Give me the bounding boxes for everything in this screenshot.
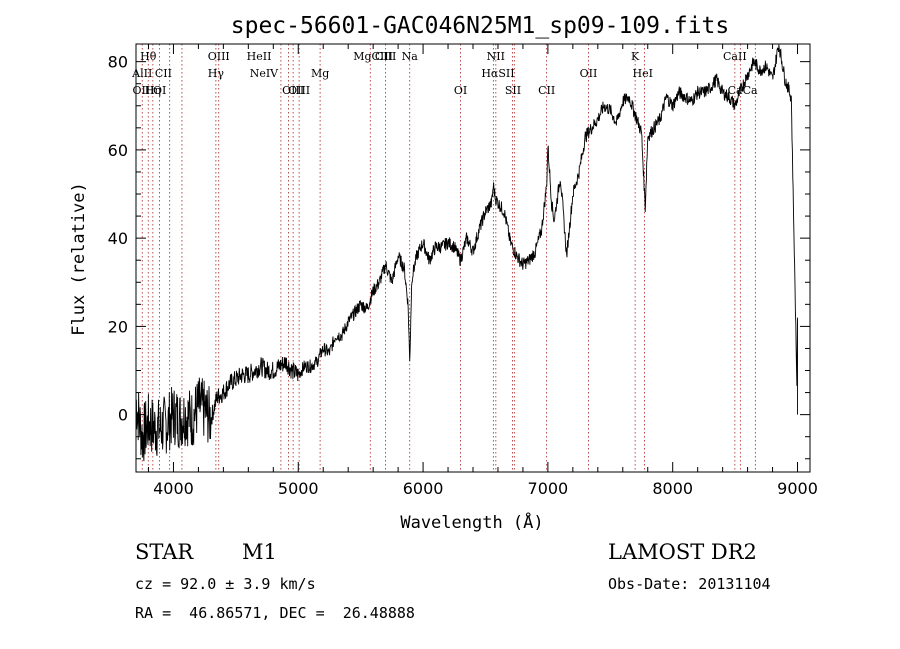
y-tick-label-4: 80 (108, 53, 128, 72)
spectral-line-label-19: SII (505, 84, 521, 97)
x-tick-label-1: 5000 (278, 479, 319, 498)
spectral-line-label-11: OIII (288, 84, 310, 97)
spectral-line-label-9: NeIV (250, 67, 279, 80)
spectral-line-label-1: AlII (131, 67, 152, 80)
y-axis-label: Flux (relative) (69, 182, 89, 336)
coordinates: RA = 46.86571, DEC = 26.48888 (135, 604, 415, 622)
spectral-line-label-22: K (631, 50, 640, 63)
spectral-line-label-16: NII (487, 50, 505, 63)
spectral-line-label-5: OI (153, 84, 166, 97)
spectral-line-label-8: HeII (247, 50, 272, 63)
spectral-line-label-12: Mg (311, 67, 329, 80)
flux-line (135, 44, 798, 462)
plot-frame (135, 43, 811, 473)
y-tick-label-1: 20 (108, 317, 128, 336)
spectral-line-label-10: OIII (282, 84, 304, 97)
spectral-line-label-13: MgCIII (353, 50, 393, 63)
spectral-line-label-17: HαSII (481, 67, 514, 80)
redshift-cz: cz = 92.0 ± 3.9 km/s (135, 575, 316, 593)
y-axis-ticks: 0 20 40 60 80 (108, 53, 810, 460)
subclass: M1 (242, 540, 277, 564)
spectral-line-label-15: Na (402, 50, 419, 63)
spectral-line-label-24: CaII (723, 50, 747, 63)
x-tick-label-3: 7000 (528, 479, 569, 498)
spectral-line-label-4: Hη (145, 84, 161, 97)
spectral-line-label-21: OII (580, 67, 598, 80)
spectral-line-label-3: OIII (132, 84, 154, 97)
spectral-line-label-23: HeI (633, 67, 653, 80)
spectral-line-label-14: CIII (375, 50, 396, 63)
spectral-line-label-2: CII (155, 67, 172, 80)
flux-series (135, 44, 798, 462)
survey-name: LAMOST DR2 (608, 540, 757, 564)
x-axis-ticks: 4000 5000 6000 7000 8000 9000 (147, 44, 818, 498)
x-tick-label-4: 8000 (652, 479, 693, 498)
x-tick-label-0: 4000 (153, 479, 194, 498)
spectral-line-label-6: OIII (208, 50, 230, 63)
spectral-line-label-20: CII (538, 84, 555, 97)
chart-title: spec-56601-GAC046N25M1_sp09-109.fits (231, 13, 730, 39)
y-tick-label-2: 40 (108, 229, 128, 248)
spectral-line-label-7: Hγ (208, 67, 225, 80)
spectral-line-label-0: Hθ (140, 50, 157, 63)
spectral-line-label-18: OI (454, 84, 467, 97)
x-axis-label: Wavelength (Å) (400, 511, 543, 533)
object-type: STAR (135, 540, 194, 564)
y-tick-label-0: 0 (118, 406, 128, 425)
obs-date: Obs-Date: 20131104 (608, 575, 771, 593)
y-tick-label-3: 60 (108, 141, 128, 160)
x-tick-label-2: 6000 (403, 479, 444, 498)
x-tick-label-5: 9000 (777, 479, 818, 498)
